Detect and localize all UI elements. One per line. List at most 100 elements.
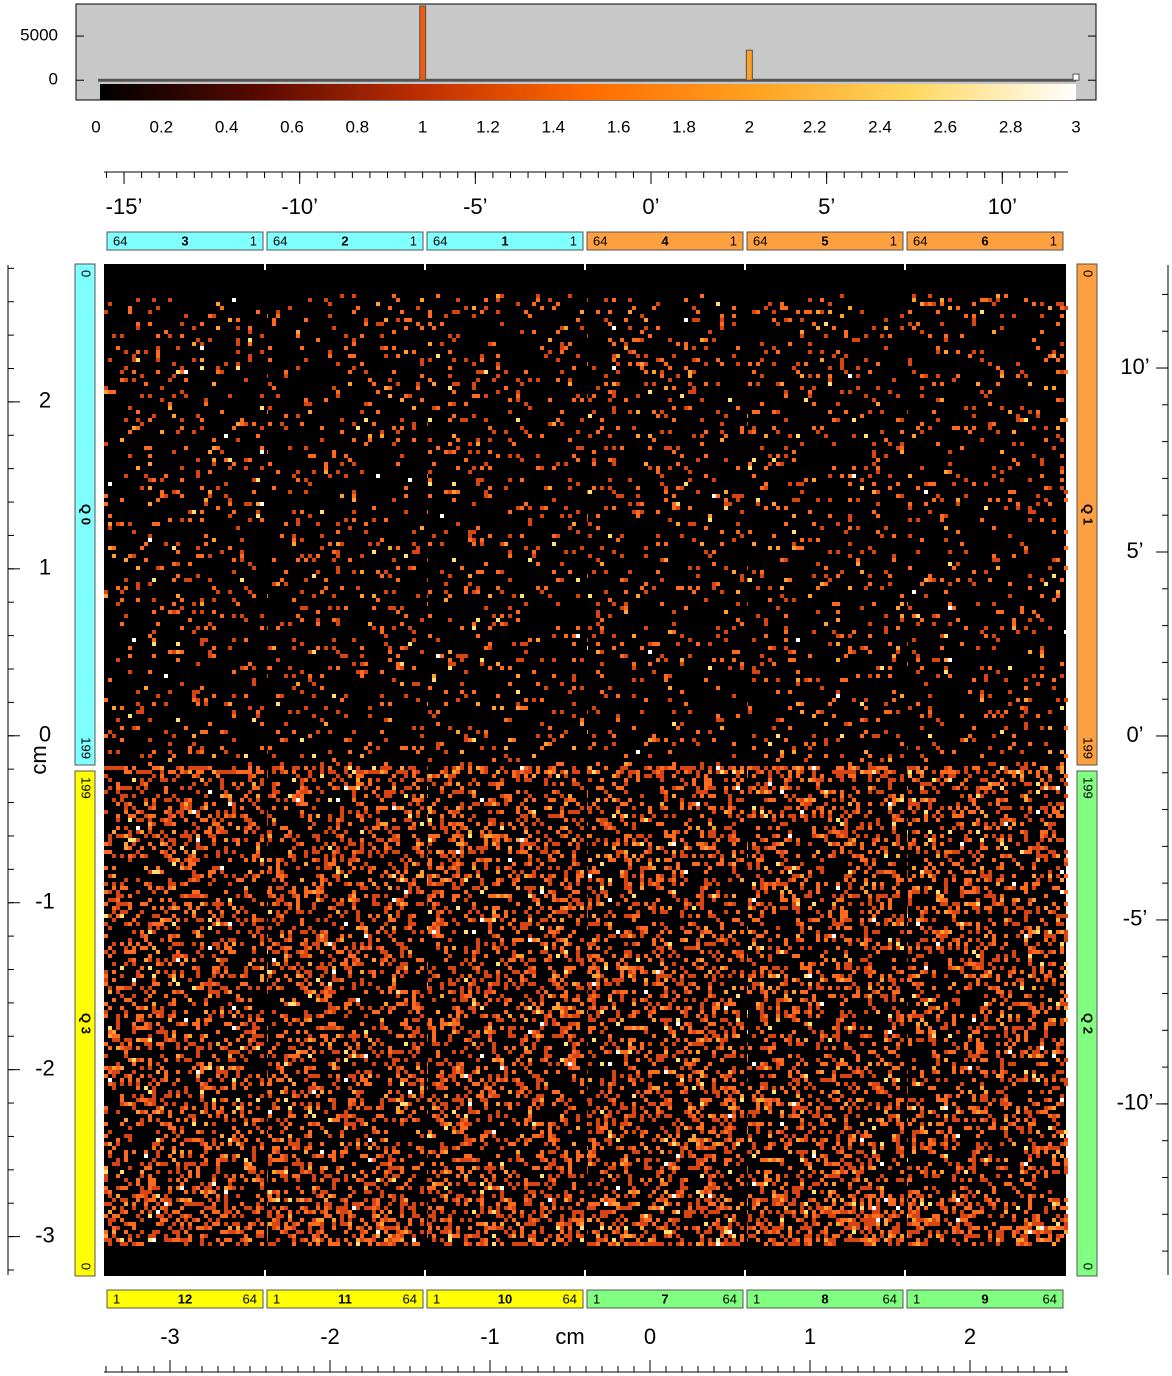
quadrant-bar <box>74 263 96 766</box>
module-id: 7 <box>661 1291 668 1306</box>
tick-label: 5’ <box>818 194 835 219</box>
module-id: 5 <box>821 233 828 248</box>
tick-label: -5’ <box>463 194 487 219</box>
module-label: 1 <box>113 1291 120 1306</box>
tick-label: 2 <box>964 1324 976 1349</box>
y-tick-label: 5000 <box>20 26 58 45</box>
module-label: 64 <box>883 1291 897 1306</box>
x-tick-label: 0 <box>91 117 100 136</box>
x-tick-label: 0.2 <box>150 117 174 136</box>
quadrant-bar <box>1076 770 1098 1277</box>
module-box <box>426 231 584 251</box>
x-tick-label: 1.6 <box>607 117 631 136</box>
tick-label: 0’ <box>642 194 659 219</box>
module-label: 1 <box>593 1291 600 1306</box>
module-label: 64 <box>243 1291 257 1306</box>
module-box <box>106 231 264 251</box>
quadrant-name: Q 0 <box>79 504 94 525</box>
module-label: 64 <box>273 233 287 248</box>
module-label: 64 <box>563 1291 577 1306</box>
module-label: 1 <box>273 1291 280 1306</box>
module-box <box>906 231 1064 251</box>
module-gap <box>744 264 747 1276</box>
module-id: 6 <box>981 233 988 248</box>
quadrant-label: 0 <box>79 1263 94 1270</box>
module-id: 8 <box>821 1291 828 1306</box>
module-id: 12 <box>178 1291 192 1306</box>
module-id: 9 <box>981 1291 988 1306</box>
module-box <box>106 1289 264 1309</box>
module-id: 10 <box>498 1291 512 1306</box>
x-tick-label: 0.4 <box>215 117 239 136</box>
image-pixels <box>104 302 1068 1246</box>
tick-label: 0’ <box>1126 722 1143 747</box>
module-label: 1 <box>890 233 897 248</box>
quadrant-bar <box>74 770 96 1277</box>
x-tick-label: 1.8 <box>672 117 696 136</box>
module-id: 11 <box>338 1291 352 1306</box>
module-id: 3 <box>181 233 188 248</box>
tick-label: -2 <box>35 1055 55 1080</box>
x-tick-label: 2 <box>745 117 754 136</box>
tick-label: 2 <box>39 388 51 413</box>
histogram-bar <box>1072 73 1080 81</box>
module-box <box>426 1289 584 1309</box>
x-tick-label: 2.8 <box>999 117 1023 136</box>
tick-label: -1 <box>480 1324 500 1349</box>
module-box <box>266 231 424 251</box>
tick-label: -10’ <box>1117 1090 1154 1115</box>
module-box <box>586 231 744 251</box>
module-label: 1 <box>250 233 257 248</box>
module-box <box>906 1289 1064 1309</box>
module-box <box>746 231 904 251</box>
tick-label: -3 <box>35 1222 55 1247</box>
tick-label: -3 <box>160 1324 180 1349</box>
module-label: 1 <box>730 233 737 248</box>
module-id: 1 <box>501 233 508 248</box>
module-box <box>746 1289 904 1309</box>
module-box <box>586 1289 744 1309</box>
histogram-bar <box>419 5 427 81</box>
module-label: 1 <box>410 233 417 248</box>
module-label: 64 <box>753 233 767 248</box>
x-tick-label: 0.8 <box>346 117 370 136</box>
quadrant-name: Q 1 <box>1081 504 1096 525</box>
tick-label: 10’ <box>1120 354 1149 379</box>
tick-label: 10’ <box>988 194 1017 219</box>
module-gap <box>264 264 267 1276</box>
module-gap <box>584 264 587 1276</box>
module-id: 2 <box>341 233 348 248</box>
axis-title: cm <box>26 745 51 774</box>
x-tick-label: 2.4 <box>868 117 892 136</box>
tick-label: 5’ <box>1126 538 1143 563</box>
quadrant-label: 199 <box>1081 777 1096 799</box>
module-label: 1 <box>570 233 577 248</box>
module-label: 64 <box>913 233 927 248</box>
module-box <box>266 1289 424 1309</box>
quadrant-label: 0 <box>1081 270 1096 277</box>
quadrant-name: Q 3 <box>79 1013 94 1034</box>
module-label: 1 <box>1050 233 1057 248</box>
quadrant-name: Q 2 <box>1081 1013 1096 1034</box>
axis-title: cm <box>555 1324 584 1349</box>
x-tick-label: 3 <box>1071 117 1080 136</box>
histogram-bar <box>745 49 753 81</box>
module-label: 64 <box>403 1291 417 1306</box>
quadrant-label: 0 <box>1081 1263 1096 1270</box>
module-gap <box>904 264 907 1276</box>
colorbar <box>100 84 1076 100</box>
module-label: 64 <box>593 233 607 248</box>
x-tick-label: 1 <box>418 117 427 136</box>
x-tick-label: 2.6 <box>934 117 958 136</box>
module-gap <box>424 264 427 1276</box>
quadrant-label: 0 <box>79 270 94 277</box>
x-tick-label: 2.2 <box>803 117 827 136</box>
module-label: 1 <box>433 1291 440 1306</box>
tick-label: -2 <box>320 1324 340 1349</box>
tick-label: -1 <box>35 889 55 914</box>
module-label: 64 <box>433 233 447 248</box>
module-label: 64 <box>113 233 127 248</box>
module-id: 4 <box>661 233 669 248</box>
quadrant-label: 199 <box>79 737 94 759</box>
tick-label: 1 <box>804 1324 816 1349</box>
